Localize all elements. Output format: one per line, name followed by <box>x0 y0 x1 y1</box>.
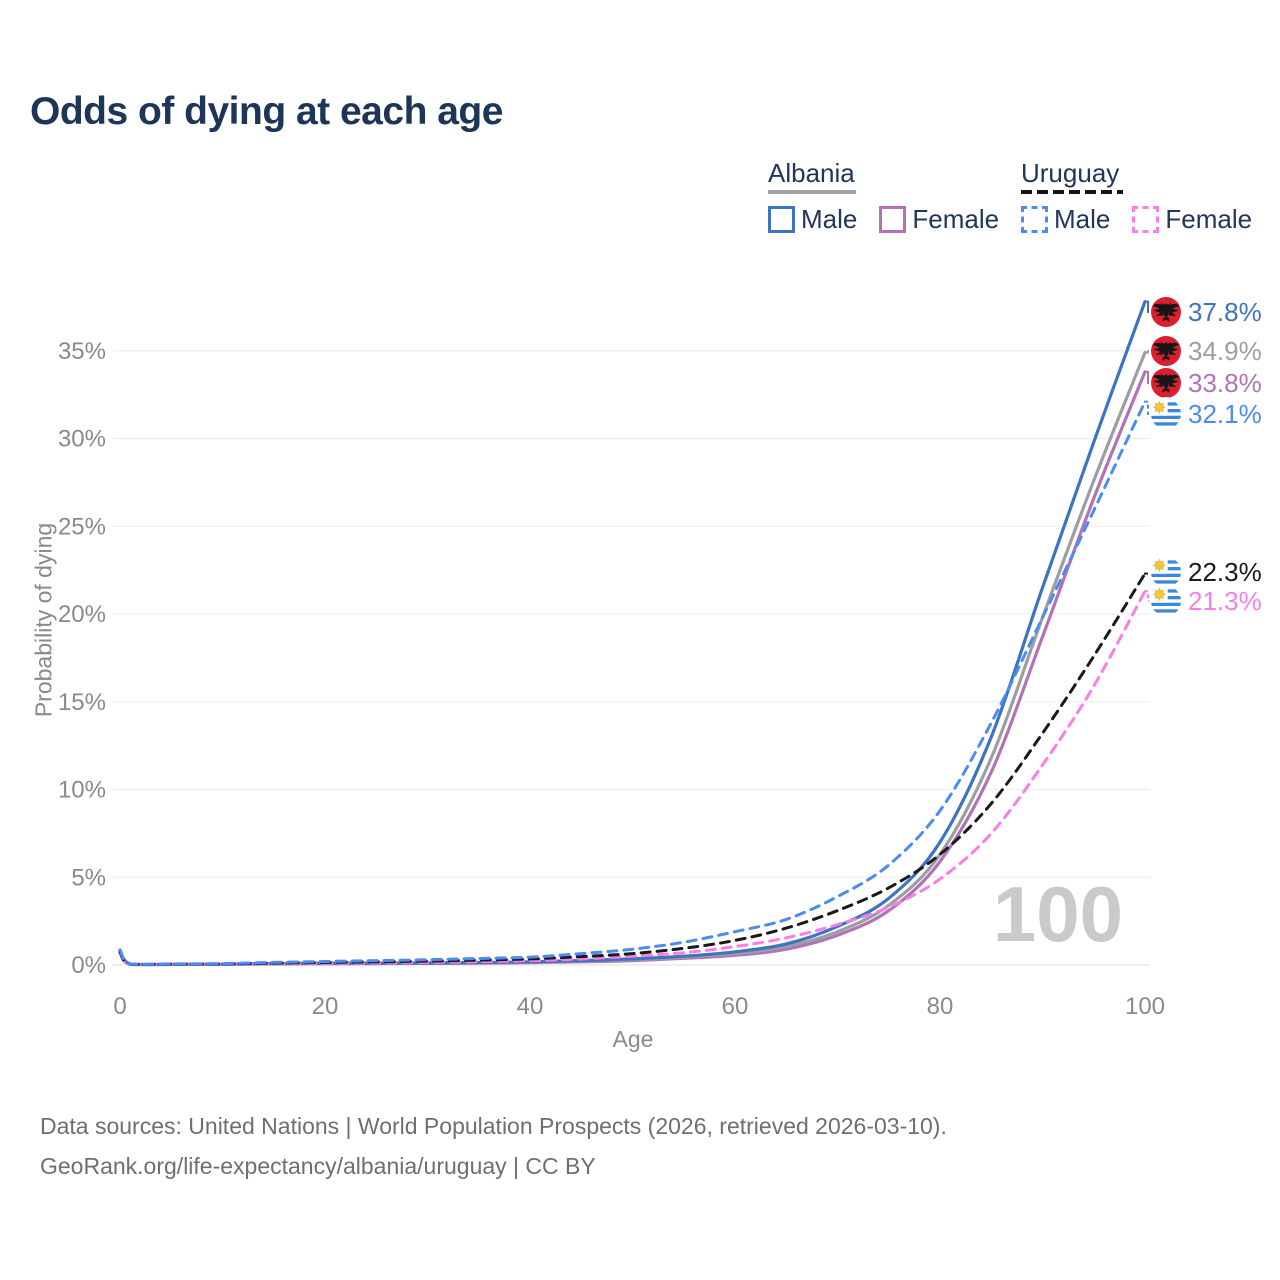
legend-country-label[interactable]: Albania <box>768 158 855 188</box>
legend-country-linestyle-solid <box>768 190 856 194</box>
uruguay-flag-icon <box>1149 397 1183 431</box>
series-line-uruguay_female[interactable] <box>118 589 1147 967</box>
legend-item-uruguay-female[interactable]: Female <box>1132 204 1252 235</box>
y-tick-label: 15% <box>58 689 106 716</box>
x-tick-label: 80 <box>927 993 954 1020</box>
albania-flag-icon <box>1149 366 1183 400</box>
x-tick-label: 60 <box>722 993 749 1020</box>
legend-item-albania-male[interactable]: Male <box>768 204 857 235</box>
hover-age-watermark: 100 <box>993 870 1123 958</box>
y-tick-label: 10% <box>58 777 106 804</box>
x-tick-label: 100 <box>1125 993 1165 1020</box>
x-tick-label: 40 <box>517 993 544 1020</box>
albania-flag-icon <box>1149 295 1183 329</box>
y-tick-label: 20% <box>58 601 106 628</box>
end-value-label-uruguay_female: 21.3% <box>1188 586 1262 616</box>
end-value-label-albania_total: 34.9% <box>1188 336 1262 366</box>
series-line-uruguay_male[interactable] <box>118 400 1147 966</box>
legend-swatch-icon <box>768 206 795 233</box>
footer-attribution: GeoRank.org/life-expectancy/albania/urug… <box>40 1153 596 1179</box>
legend-country-label[interactable]: Uruguay <box>1021 158 1120 188</box>
legend-group-albania: Albania Male Female <box>768 160 999 235</box>
legend-swatch-icon <box>879 206 907 233</box>
end-value-label-uruguay_male: 32.1% <box>1188 399 1262 429</box>
footer-data-sources: Data sources: United Nations | World Pop… <box>40 1113 947 1139</box>
albania-flag-icon <box>1149 334 1183 368</box>
legend-group-uruguay: Uruguay Male Female <box>1021 160 1252 235</box>
x-tick-label: 20 <box>312 993 339 1020</box>
legend-swatch-icon <box>1021 206 1048 233</box>
y-tick-label: 30% <box>58 426 106 453</box>
legend-item-label: Female <box>1165 204 1253 234</box>
x-axis-title: Age <box>612 1026 654 1052</box>
plot-hover-area[interactable] <box>113 290 1150 979</box>
y-axis-title: Probability of dying <box>30 522 57 718</box>
legend-item-albania-female[interactable]: Female <box>879 204 999 235</box>
legend-item-label: Male <box>801 204 858 234</box>
uruguay-flag-icon <box>1149 584 1183 618</box>
page-title: Odds of dying at each age <box>30 90 503 133</box>
y-tick-label: 0% <box>71 952 106 979</box>
end-value-label-albania_female: 33.8% <box>1188 368 1262 398</box>
label-connector-line <box>1144 400 1152 415</box>
y-tick-label: 35% <box>58 338 106 365</box>
footer: Data sources: United Nations | World Pop… <box>40 1106 947 1186</box>
legend-country-linestyle-dashed <box>1021 190 1123 194</box>
legend-item-uruguay-male[interactable]: Male <box>1021 204 1110 235</box>
legend-swatch-icon <box>1132 206 1160 233</box>
end-value-label-uruguay_total: 22.3% <box>1188 557 1262 587</box>
end-value-label-albania_male: 37.8% <box>1188 297 1262 327</box>
legend-item-label: Male <box>1054 204 1111 234</box>
uruguay-flag-icon <box>1149 555 1183 589</box>
y-tick-label: 25% <box>58 513 106 540</box>
series-line-uruguay_total[interactable] <box>118 572 1147 967</box>
legend-item-label: Female <box>912 204 1000 234</box>
y-tick-label: 5% <box>71 864 106 891</box>
x-tick-label: 0 <box>113 993 126 1020</box>
